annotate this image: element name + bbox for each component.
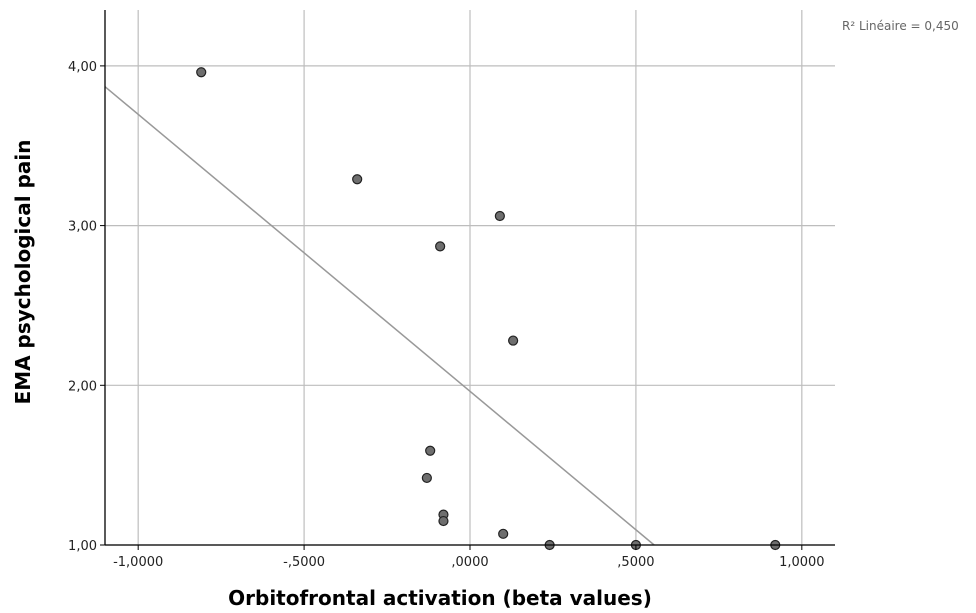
data-point: [508, 335, 519, 346]
x-tick-label: -,5000: [283, 555, 325, 570]
x-axis-title: Orbitofrontal activation (beta values): [228, 586, 652, 610]
data-point: [435, 241, 446, 252]
data-point: [498, 528, 509, 539]
data-point: [438, 515, 449, 527]
axes: [100, 10, 835, 550]
x-tick-label: -1,0000: [113, 555, 163, 570]
fit-line-layer: [104, 86, 655, 546]
fit-line: [104, 86, 655, 546]
tick-labels: -1,0000 -,5000 ,0000 ,5000 1,0000 1,00 2,00 3,0…: [68, 60, 825, 570]
y-tick-label: 2,00: [68, 379, 97, 394]
x-tick-label: 1,0000: [779, 555, 825, 570]
data-point: [425, 445, 436, 456]
y-tick-label: 1,00: [68, 539, 97, 554]
data-point: [352, 174, 363, 185]
r2-annotation: R² Linéaire = 0,450: [842, 19, 959, 33]
x-tick-label: ,0000: [451, 555, 488, 570]
data-point: [421, 472, 432, 484]
data-points: [196, 67, 781, 551]
y-tick-label: 3,00: [68, 220, 97, 235]
grid-lines: [105, 10, 835, 546]
data-point: [196, 67, 207, 78]
y-axis-title: EMA psychological pain: [11, 140, 35, 405]
data-point: [494, 210, 505, 222]
y-tick-label: 4,00: [68, 60, 97, 75]
x-tick-label: ,5000: [617, 555, 654, 570]
